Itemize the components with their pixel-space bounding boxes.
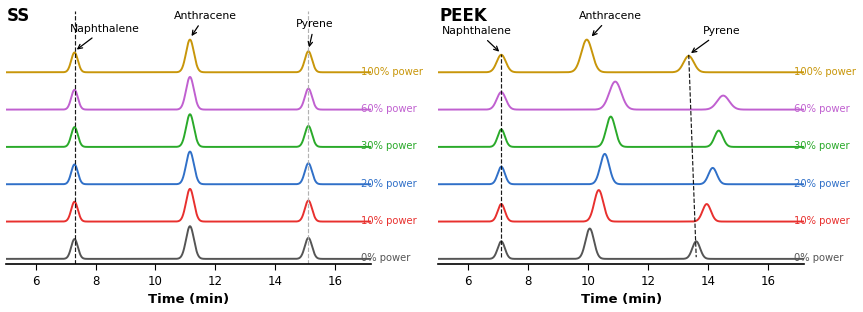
Text: Pyrene: Pyrene	[692, 26, 740, 52]
Text: Anthracene: Anthracene	[173, 11, 236, 35]
X-axis label: Time (min): Time (min)	[581, 294, 662, 306]
Text: Naphthalene: Naphthalene	[443, 26, 513, 51]
Text: SS: SS	[7, 7, 30, 25]
Text: 30% power: 30% power	[361, 141, 417, 151]
Text: PEEK: PEEK	[440, 7, 488, 25]
Text: Pyrene: Pyrene	[296, 19, 333, 46]
X-axis label: Time (min): Time (min)	[148, 294, 229, 306]
Text: 60% power: 60% power	[794, 104, 849, 114]
Text: 10% power: 10% power	[361, 216, 417, 226]
Text: 100% power: 100% power	[794, 67, 856, 77]
Text: 0% power: 0% power	[794, 253, 843, 263]
Text: 20% power: 20% power	[361, 179, 417, 189]
Text: 30% power: 30% power	[794, 141, 849, 151]
Text: 100% power: 100% power	[361, 67, 423, 77]
Text: Naphthalene: Naphthalene	[70, 23, 140, 49]
Text: Anthracene: Anthracene	[579, 11, 642, 35]
Text: 10% power: 10% power	[794, 216, 849, 226]
Text: 0% power: 0% power	[361, 253, 410, 263]
Text: 60% power: 60% power	[361, 104, 417, 114]
Text: 20% power: 20% power	[794, 179, 849, 189]
